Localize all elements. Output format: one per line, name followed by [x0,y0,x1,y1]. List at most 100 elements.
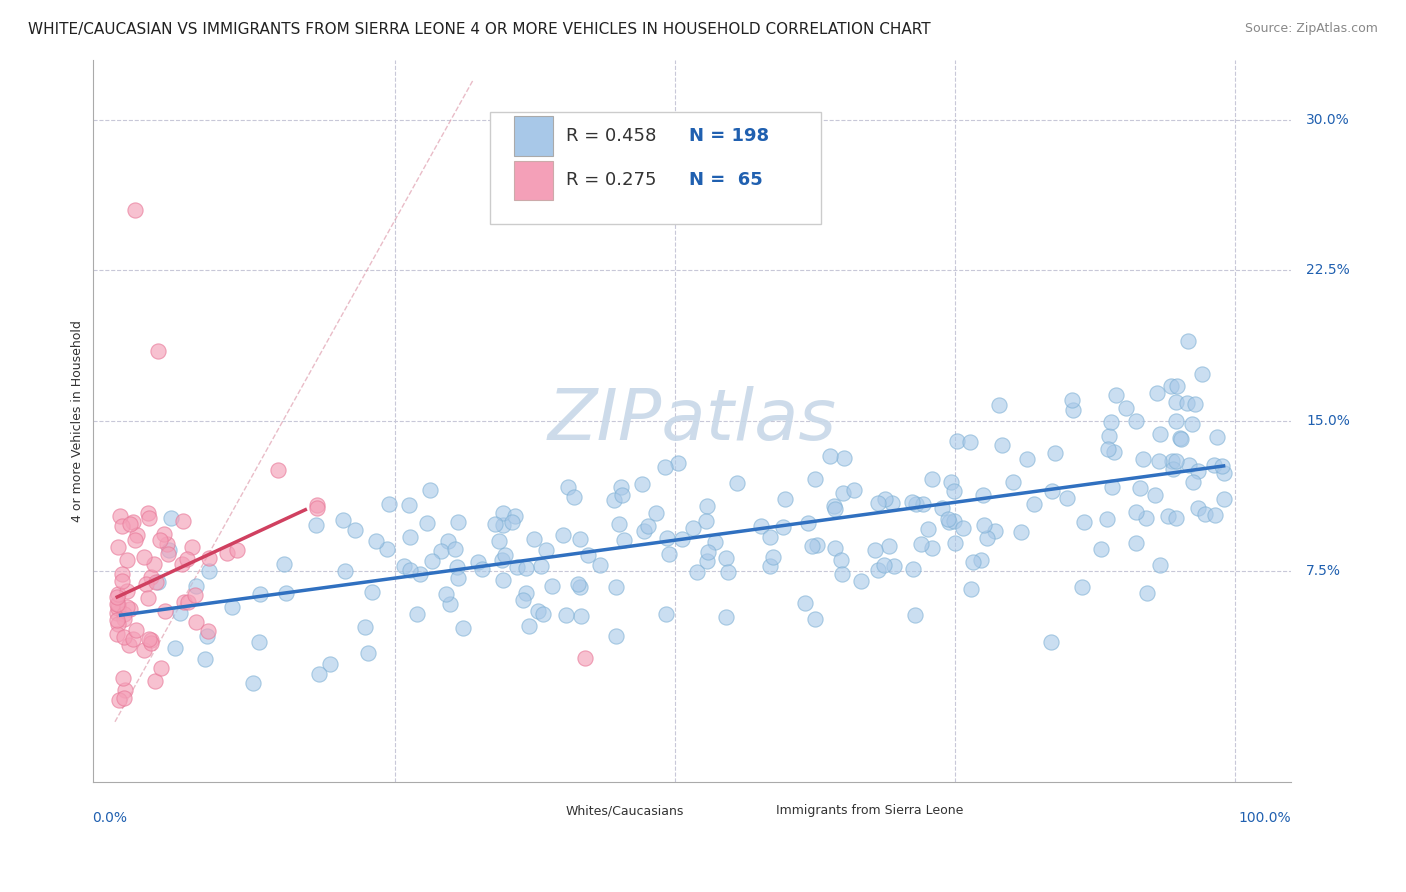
Point [492,574,515,588]
Point [880,496,903,510]
Point [686,565,709,579]
Point [1212,467,1234,481]
Point [136,591,159,605]
Point [943,514,966,528]
Point [1168,431,1191,445]
Point [666,456,689,470]
Point [849,574,872,588]
Point [112,690,135,705]
Point [946,434,969,449]
Point [274,586,297,600]
Point [141,570,163,584]
Point [409,567,432,582]
Point [1024,496,1046,510]
Point [1157,509,1180,524]
Point [375,542,398,557]
Point [105,590,128,604]
Point [1181,417,1204,431]
Point [1166,414,1188,428]
Point [135,577,157,591]
Point [972,488,994,502]
Point [134,550,156,565]
Point [105,627,128,641]
Point [198,550,221,565]
Point [512,593,534,607]
Point [654,459,676,474]
Point [491,553,513,567]
Point [1166,454,1188,468]
Point [1062,392,1084,407]
Point [1132,451,1154,466]
Point [1056,491,1078,505]
Point [108,509,131,524]
Point [112,612,135,626]
Point [1128,481,1150,495]
Point [1105,388,1128,402]
Point [115,552,138,566]
Point [1160,379,1182,393]
Point [111,574,134,588]
Point [637,519,659,533]
Point [610,488,633,502]
Point [911,497,934,511]
Point [671,532,693,546]
Point [1101,480,1123,494]
Point [696,554,718,568]
Point [567,577,589,591]
Point [820,449,842,463]
Point [108,693,131,707]
Point [655,531,678,545]
Point [1136,586,1159,600]
Point [1125,414,1147,428]
Point [184,588,207,602]
Point [936,512,959,526]
Point [984,524,1007,539]
Point [305,501,328,516]
Point [970,553,993,567]
Point [115,583,138,598]
Point [806,538,828,552]
Point [515,586,537,600]
Point [696,545,718,559]
Point [553,528,575,542]
Point [138,632,160,646]
Point [1143,488,1166,502]
Point [1073,515,1095,529]
Point [184,615,207,630]
Point [112,607,135,621]
Point [1211,458,1233,473]
Point [1102,445,1125,459]
Point [145,575,167,590]
Point [1166,511,1188,525]
Point [921,541,943,555]
Point [557,480,579,494]
Point [605,580,627,594]
Point [531,607,554,622]
Point [794,596,817,610]
Point [1166,379,1188,393]
Point [217,546,239,560]
Point [172,514,194,528]
Point [1071,580,1094,594]
Point [305,518,328,533]
Point [831,486,853,500]
Point [824,502,846,516]
Point [153,527,176,541]
Text: 15.0%: 15.0% [1306,414,1350,428]
Point [1001,475,1024,489]
Point [574,650,596,665]
Point [1147,454,1170,468]
Point [488,534,510,549]
Point [343,523,366,537]
Point [749,519,772,533]
Point [1090,541,1112,556]
Point [1149,427,1171,442]
Point [124,203,146,218]
Point [107,600,129,615]
Text: R = 0.275: R = 0.275 [565,171,657,189]
Point [959,435,981,450]
Point [831,566,853,581]
Point [1181,475,1204,489]
Text: 7.5%: 7.5% [1306,565,1341,578]
Point [562,491,585,505]
